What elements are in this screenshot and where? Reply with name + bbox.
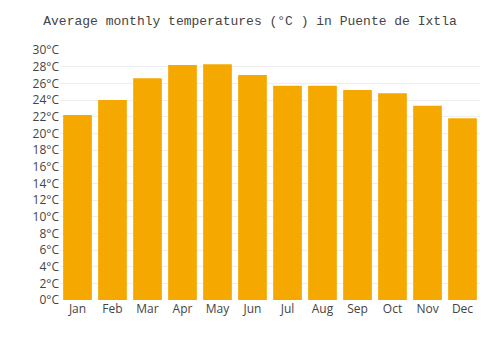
svg-text:Oct: Oct bbox=[383, 300, 402, 317]
svg-text:0°C: 0°C bbox=[39, 291, 59, 308]
svg-text:30°C: 30°C bbox=[33, 41, 60, 58]
svg-text:Jul: Jul bbox=[280, 300, 295, 317]
svg-text:20°C: 20°C bbox=[33, 125, 60, 142]
svg-text:Mar: Mar bbox=[136, 300, 158, 317]
svg-text:Jun: Jun bbox=[243, 300, 262, 317]
svg-text:6°C: 6°C bbox=[39, 241, 59, 258]
svg-text:Jan: Jan bbox=[68, 300, 86, 317]
svg-text:26°C: 26°C bbox=[33, 75, 60, 92]
svg-text:18°C: 18°C bbox=[33, 141, 60, 158]
svg-text:Feb: Feb bbox=[102, 300, 122, 317]
svg-text:Aug: Aug bbox=[312, 300, 334, 317]
svg-text:14°C: 14°C bbox=[33, 175, 60, 192]
svg-text:10°C: 10°C bbox=[33, 208, 60, 225]
svg-text:Average monthly temperatures (: Average monthly temperatures (°C ) in Pu… bbox=[43, 14, 457, 29]
svg-text:4°C: 4°C bbox=[39, 258, 59, 275]
svg-text:16°C: 16°C bbox=[33, 158, 60, 175]
svg-text:22°C: 22°C bbox=[33, 108, 60, 125]
svg-text:8°C: 8°C bbox=[39, 225, 59, 242]
svg-text:Apr: Apr bbox=[173, 300, 193, 317]
svg-text:Nov: Nov bbox=[416, 300, 438, 317]
svg-text:Dec: Dec bbox=[452, 300, 473, 317]
svg-text:12°C: 12°C bbox=[33, 191, 60, 208]
svg-text:28°C: 28°C bbox=[33, 58, 60, 75]
svg-text:Sep: Sep bbox=[347, 300, 368, 317]
svg-text:May: May bbox=[206, 300, 230, 317]
svg-text:2°C: 2°C bbox=[39, 275, 59, 292]
svg-text:24°C: 24°C bbox=[33, 91, 60, 108]
